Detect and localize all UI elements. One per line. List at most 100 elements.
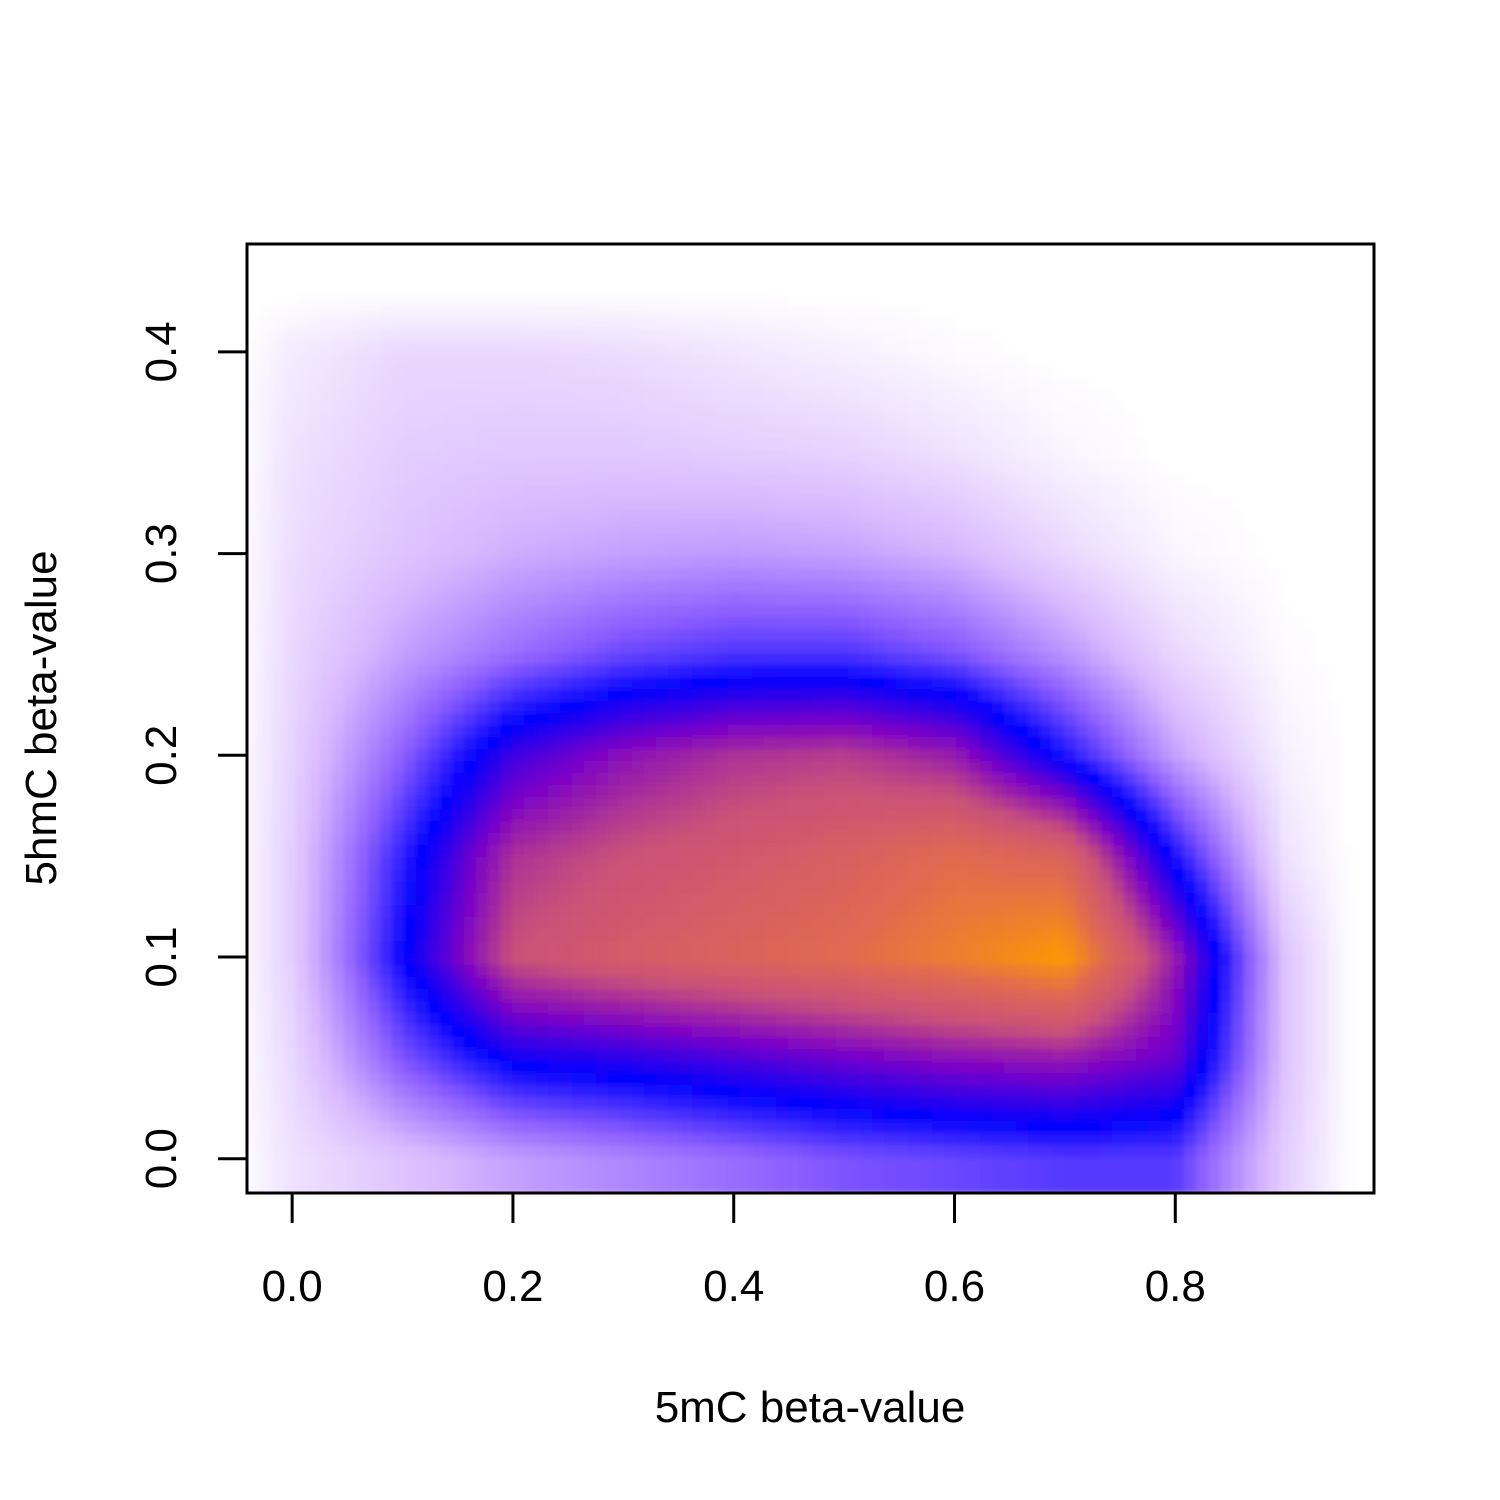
density-cell [1016, 905, 1029, 918]
density-cell [944, 653, 957, 666]
density-cell [428, 293, 441, 306]
density-cell [656, 809, 669, 822]
density-cell [344, 833, 357, 846]
density-cell [1340, 869, 1353, 882]
density-cell [1112, 509, 1125, 522]
density-cell [932, 449, 945, 462]
density-cell [860, 593, 873, 606]
density-cell [1136, 809, 1149, 822]
density-cell [824, 857, 837, 870]
density-cell [680, 413, 693, 426]
density-cell [500, 365, 513, 378]
density-cell [860, 845, 873, 858]
density-cell [752, 737, 765, 750]
density-cells [248, 293, 1353, 1193]
density-cell [704, 449, 717, 462]
density-cell [620, 773, 633, 786]
density-cell [248, 617, 261, 630]
density-cell [692, 869, 705, 882]
density-cell [764, 737, 777, 750]
density-cell [1004, 605, 1017, 618]
density-cell [1244, 605, 1257, 618]
density-cell [680, 425, 693, 438]
density-cell [1160, 713, 1173, 726]
density-cell [272, 893, 285, 906]
density-cell [836, 857, 849, 870]
density-cell [632, 617, 645, 630]
density-cell [572, 821, 585, 834]
density-cell [1088, 581, 1101, 594]
density-cell [776, 581, 789, 594]
density-cell [524, 845, 537, 858]
density-cell [320, 329, 333, 342]
density-cell [380, 977, 393, 990]
density-cell [536, 665, 549, 678]
density-cell [1016, 401, 1029, 414]
density-cell [656, 497, 669, 510]
density-cell [1220, 653, 1233, 666]
density-cell [1184, 737, 1197, 750]
density-cell [596, 605, 609, 618]
density-cell [704, 653, 717, 666]
density-cell [1196, 941, 1209, 954]
density-cell [548, 437, 561, 450]
density-cell [692, 593, 705, 606]
density-cell [356, 917, 369, 930]
density-cell [848, 473, 861, 486]
density-cell [956, 701, 969, 714]
density-cell [260, 713, 273, 726]
density-cell [1208, 857, 1221, 870]
density-cell [992, 545, 1005, 558]
density-cell [284, 821, 297, 834]
density-cell [404, 461, 417, 474]
density-cell [920, 341, 933, 354]
density-cell [524, 977, 537, 990]
density-cell [1316, 773, 1329, 786]
density-cell [296, 701, 309, 714]
density-cell [1304, 857, 1317, 870]
density-cell [716, 569, 729, 582]
density-cell [1064, 713, 1077, 726]
density-cell [296, 665, 309, 678]
density-cell [344, 641, 357, 654]
density-cell [1064, 473, 1077, 486]
density-cell [920, 965, 933, 978]
density-cell [884, 581, 897, 594]
density-cell [296, 953, 309, 966]
density-cell [1052, 557, 1065, 570]
density-cell [728, 497, 741, 510]
density-cell [368, 533, 381, 546]
density-cell [380, 1001, 393, 1014]
density-cell [836, 989, 849, 1002]
density-cell [1244, 665, 1257, 678]
density-cell [824, 581, 837, 594]
density-cell [1184, 485, 1197, 498]
density-cell [500, 641, 513, 654]
density-cell [992, 401, 1005, 414]
density-cell [1160, 749, 1173, 762]
density-cell [1148, 689, 1161, 702]
density-cell [344, 329, 357, 342]
density-cell [764, 317, 777, 330]
density-cell [716, 737, 729, 750]
density-cell [692, 701, 705, 714]
density-cell [464, 437, 477, 450]
density-cell [968, 965, 981, 978]
density-cell [704, 761, 717, 774]
density-cell [1292, 641, 1305, 654]
density-cell [668, 413, 681, 426]
density-cell [1304, 845, 1317, 858]
density-cell [1160, 701, 1173, 714]
density-cell [1184, 677, 1197, 690]
density-cell [1004, 497, 1017, 510]
density-cell [488, 629, 501, 642]
density-cell [704, 809, 717, 822]
density-cell [308, 821, 321, 834]
density-cell [1148, 737, 1161, 750]
density-cell [980, 557, 993, 570]
density-cell [608, 329, 621, 342]
density-cell [788, 305, 801, 318]
density-cell [440, 1001, 453, 1014]
density-cell [620, 605, 633, 618]
density-cell [680, 713, 693, 726]
